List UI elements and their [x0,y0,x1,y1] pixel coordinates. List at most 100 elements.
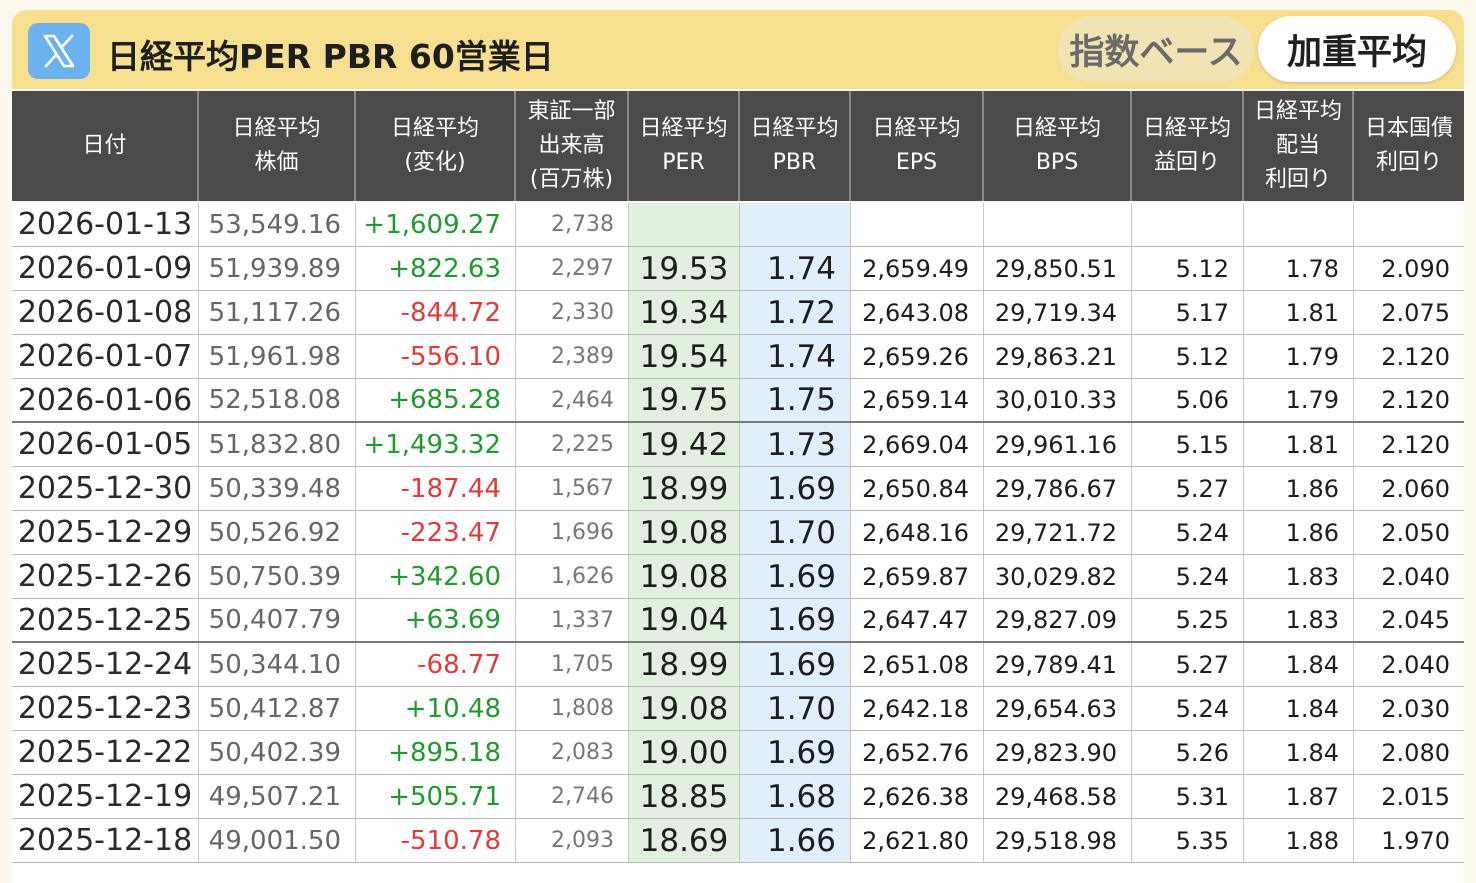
cell-per: 19.00 [629,731,740,774]
cell-dividend-yield: 1.84 [1244,687,1354,730]
cell-volume: 2,330 [516,291,629,334]
cell-price: 52,518.08 [199,379,356,421]
cell-date: 2025-12-30 [12,467,199,510]
cell-dividend-yield: 1.79 [1244,379,1354,421]
cell-price: 50,402.39 [199,731,356,774]
cell-pbr [740,203,851,246]
table-row: 2026-01-06 52,518.08 +685.28 2,464 19.75 1.75… [12,379,1464,423]
cell-eps: 2,652.76 [851,731,984,774]
cell-jgb-yield: 2.120 [1381,386,1450,414]
top-bar: 日経平均PER PBR 60営業日 指数ベース 加重平均 [12,10,1464,89]
cell-bps: 29,518.98 [984,819,1132,862]
cell-volume: 2,083 [516,731,629,774]
cell-per: 19.75 [629,379,740,421]
cell-per: 19.08 [629,555,740,598]
header-eps: 日経平均 EPS [851,91,984,201]
cell-price: 50,407.79 [199,599,356,641]
cell-date: 2026-01-06 [12,379,199,421]
header-change: 日経平均 (変化) [356,91,516,201]
cell-dividend-yield: 1.83 [1244,555,1354,598]
cell-earnings-yield: 5.12 [1132,247,1244,290]
cell-earnings-yield [1132,203,1244,246]
cell-change: +342.60 [356,555,516,598]
cell-bps: 29,719.34 [984,291,1132,334]
cell-eps: 2,659.26 [851,335,984,378]
cell-bps: 30,029.82 [984,555,1132,598]
x-logo-icon[interactable] [28,23,90,79]
header-pbr: 日経平均 PBR [740,91,851,201]
cell-volume: 1,705 [516,643,629,686]
cell-earnings-yield: 5.24 [1132,687,1244,730]
cell-date: 2025-12-19 [12,775,199,818]
cell-date: 2025-12-24 [12,643,199,686]
cell-jgb-yield: 2.030 [1381,694,1450,723]
cell-dividend-yield: 1.86 [1244,467,1354,510]
cell-change: +63.69 [356,599,516,641]
cell-date: 2025-12-26 [12,555,199,598]
table-row: 2025-12-24 50,344.10 -68.77 1,705 18.99 1.69 2… [12,643,1464,687]
header-volume: 東証一部 出来高 (百万株) [516,91,629,201]
cell-date: 2025-12-22 [12,731,199,774]
cell-pbr: 1.69 [740,599,851,641]
table-row: 2026-01-13 53,549.16 +1,609.27 2,738 [12,203,1464,247]
cell-price: 50,750.39 [199,555,356,598]
cell-per: 18.99 [629,467,740,510]
cell-per: 19.08 [629,511,740,554]
cell-volume: 2,389 [516,335,629,378]
header-jgb-yield: 日本国債 利回り [1364,116,1453,175]
cell-dividend-yield: 1.81 [1244,291,1354,334]
cell-change: +822.63 [356,247,516,290]
cell-jgb-yield [1354,203,1464,246]
cell-eps: 2,648.16 [851,511,984,554]
cell-jgb-yield: 2.080 [1381,738,1450,767]
cell-eps: 2,621.80 [851,819,984,862]
header-price: 日経平均 株価 [199,91,356,201]
table-row: 2025-12-23 50,412.87 +10.48 1,808 19.08 1.70 2… [12,687,1464,731]
cell-pbr: 1.66 [740,819,851,862]
cell-per: 18.99 [629,643,740,686]
cell-per: 19.42 [629,423,740,466]
cell-pbr: 1.70 [740,687,851,730]
cell-dividend-yield: 1.79 [1244,335,1354,378]
cell-volume: 2,746 [516,775,629,818]
cell-volume: 2,297 [516,247,629,290]
cell-pbr: 1.68 [740,775,851,818]
header-dividend-yield: 日経平均 配当 利回り [1244,91,1354,201]
cell-dividend-yield: 1.88 [1244,819,1354,862]
cell-bps [984,203,1132,246]
cell-eps: 2,651.08 [851,643,984,686]
cell-per: 18.69 [629,819,740,862]
cell-eps: 2,659.49 [851,247,984,290]
header-earnings-yield: 日経平均 益回り [1132,91,1244,201]
tab-weighted-average[interactable]: 加重平均 [1258,16,1456,82]
cell-volume: 2,738 [516,203,629,246]
tab-index-base[interactable]: 指数ベース [1058,16,1254,82]
cell-pbr: 1.69 [740,643,851,686]
cell-date: 2026-01-07 [12,335,199,378]
cell-bps: 29,850.51 [984,247,1132,290]
cell-jgb-yield: 2.075 [1381,298,1450,327]
cell-price: 50,526.92 [199,511,356,554]
cell-bps: 29,827.09 [984,599,1132,641]
cell-pbr: 1.69 [740,731,851,774]
cell-date: 2025-12-25 [12,599,199,641]
cell-change: -510.78 [356,819,516,862]
data-table-body: 2026-01-13 53,549.16 +1,609.27 2,738 2026-01… [12,203,1464,883]
cell-earnings-yield: 5.25 [1132,599,1244,641]
cell-change: -68.77 [356,643,516,686]
cell-earnings-yield: 5.17 [1132,291,1244,334]
cell-volume: 2,225 [516,423,629,466]
cell-bps: 30,010.33 [984,379,1132,421]
cell-bps: 29,789.41 [984,643,1132,686]
cell-earnings-yield: 5.27 [1132,643,1244,686]
cell-bps: 29,863.21 [984,335,1132,378]
cell-price: 50,344.10 [199,643,356,686]
cell-price: 50,412.87 [199,687,356,730]
cell-price: 51,832.80 [199,423,356,466]
cell-change: -223.47 [356,511,516,554]
table-row: 2026-01-09 51,939.89 +822.63 2,297 19.53 1.74… [12,247,1464,291]
cell-per: 19.54 [629,335,740,378]
cell-bps: 29,961.16 [984,423,1132,466]
table-row: 2025-12-22 50,402.39 +895.18 2,083 19.00 1.69… [12,731,1464,775]
cell-date: 2026-01-08 [12,291,199,334]
